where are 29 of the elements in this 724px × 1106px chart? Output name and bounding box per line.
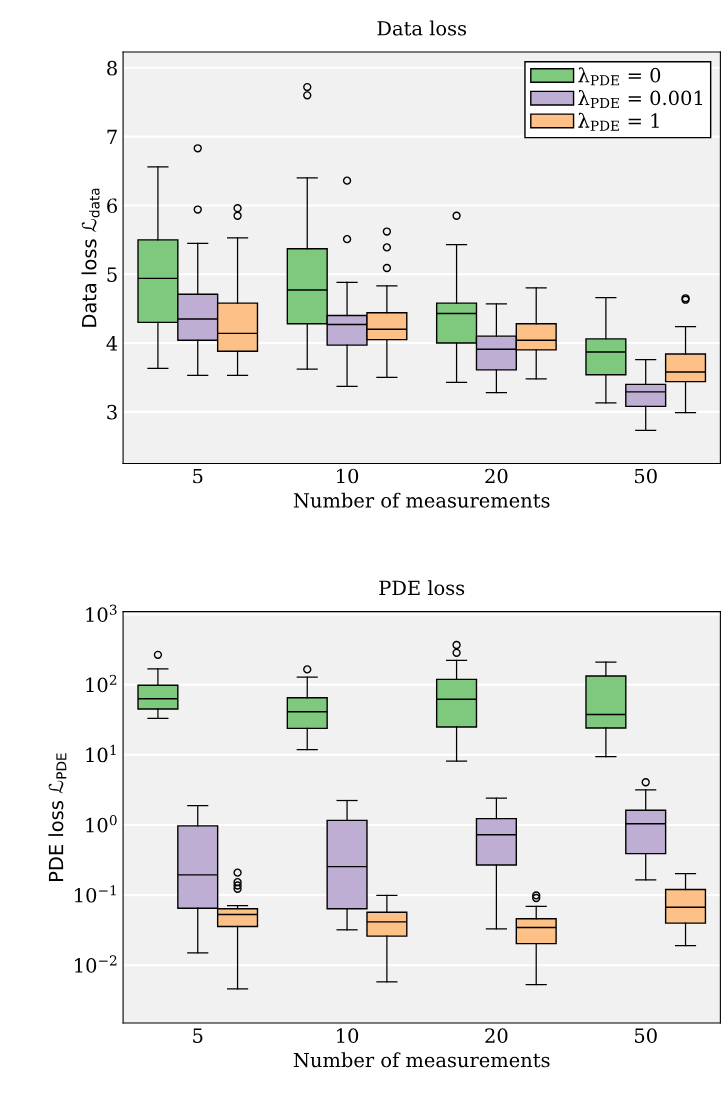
y-tick-label: 8 — [107, 60, 117, 76]
y-tick-label: 10$^{1}$ — [86, 744, 116, 763]
x-tick-label: 20 — [485, 1028, 508, 1043]
x-tick-label: 10 — [337, 468, 359, 484]
y-tick-label: 10$^{−1}$ — [75, 885, 116, 903]
x-tick-label: 50 — [635, 468, 657, 484]
legend-label: λ$_{PDE}$ = 0 — [578, 67, 661, 86]
x-tick-label: 5 — [193, 1028, 203, 1043]
y-tick-label: 10$^{−2}$ — [75, 955, 117, 973]
y-tick-label: 6 — [107, 198, 117, 214]
y-tick-label: 5 — [107, 267, 117, 282]
y-tick-label: 10$^{3}$ — [86, 604, 117, 623]
legend-label: λ$_{PDE}$ = 0.001 — [578, 90, 703, 108]
x-tick-label: 10 — [337, 1028, 359, 1043]
x-tick-label: 20 — [485, 468, 508, 484]
y-tick-label: 10$^{0}$ — [86, 815, 117, 833]
x-tick-label: 5 — [193, 468, 203, 484]
y-tick-label: 3 — [107, 404, 117, 420]
chart-title: PDE loss — [379, 580, 465, 596]
y-tick-label: 10$^{2}$ — [86, 674, 117, 693]
legend-label: λ$_{PDE}$ = 1 — [578, 112, 659, 131]
x-axis-title: Number of measurements — [293, 1052, 550, 1068]
y-tick-label: 4 — [106, 335, 118, 351]
y-tick-label: 7 — [107, 129, 117, 144]
chart-title: Data loss — [377, 20, 467, 36]
x-tick-label: 50 — [635, 1028, 657, 1043]
y-axis-title: PDE loss ℒ$_{PDE}$ — [48, 753, 67, 881]
x-axis-title: Number of measurements — [293, 492, 550, 508]
y-axis-title: Data loss ℒ$_{data}$ — [81, 188, 100, 327]
